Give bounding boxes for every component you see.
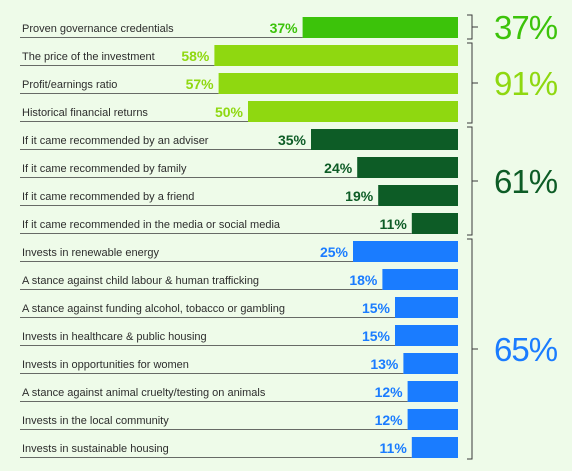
bar xyxy=(403,353,458,374)
bar xyxy=(353,241,458,262)
value-label: 18% xyxy=(349,272,378,288)
category-label: Invests in sustainable housing xyxy=(22,443,169,455)
bar xyxy=(214,45,458,66)
category-label: Invests in renewable energy xyxy=(22,247,159,259)
bar xyxy=(395,297,458,318)
value-label: 35% xyxy=(278,132,307,148)
category-label: Profit/earnings ratio xyxy=(22,79,117,91)
value-label: 24% xyxy=(324,160,353,176)
category-label: Invests in opportunities for women xyxy=(22,359,189,371)
group-total: 37% xyxy=(494,9,558,46)
value-label: 11% xyxy=(380,440,408,456)
bar xyxy=(357,157,458,178)
bar xyxy=(411,437,458,458)
value-label: 11% xyxy=(380,216,408,232)
value-label: 12% xyxy=(375,384,404,400)
value-label: 15% xyxy=(362,328,391,344)
category-label: Invests in the local community xyxy=(22,415,169,427)
value-label: 58% xyxy=(181,48,210,64)
bar xyxy=(407,381,458,402)
category-label: If it came recommended by family xyxy=(22,163,187,175)
bar xyxy=(378,185,458,206)
value-label: 25% xyxy=(320,244,349,260)
group-bracket xyxy=(467,126,478,236)
value-label: 50% xyxy=(215,104,244,120)
bar xyxy=(311,129,458,150)
group-total: 65% xyxy=(494,331,558,368)
category-label: If it came recommended in the media or s… xyxy=(22,219,281,231)
bar xyxy=(382,269,458,290)
category-label: If it came recommended by an adviser xyxy=(22,135,209,147)
group-bracket xyxy=(467,42,478,124)
category-label: A stance against funding alcohol, tobacc… xyxy=(22,303,285,315)
category-label: If it came recommended by a friend xyxy=(22,191,194,203)
value-label: 57% xyxy=(186,76,215,92)
group-bracket xyxy=(467,238,478,460)
value-label: 13% xyxy=(370,356,399,372)
value-label: 12% xyxy=(375,412,404,428)
category-label: Historical financial returns xyxy=(22,107,148,119)
group-bracket xyxy=(467,14,478,40)
category-label: A stance against child labour & human tr… xyxy=(22,275,259,287)
value-label: 19% xyxy=(345,188,374,204)
category-label: The price of the investment xyxy=(22,51,155,63)
group-total: 61% xyxy=(494,163,558,200)
bar xyxy=(248,101,458,122)
value-label: 15% xyxy=(362,300,391,316)
category-label: A stance against animal cruelty/testing … xyxy=(22,387,266,399)
bar xyxy=(302,17,458,38)
bar xyxy=(395,325,458,346)
value-label: 37% xyxy=(270,20,299,36)
bar xyxy=(407,409,458,430)
bar xyxy=(218,73,458,94)
group-total: 91% xyxy=(494,65,558,102)
category-label: Invests in healthcare & public housing xyxy=(22,331,207,343)
bar xyxy=(411,213,458,234)
category-label: Proven governance credentials xyxy=(22,23,174,35)
